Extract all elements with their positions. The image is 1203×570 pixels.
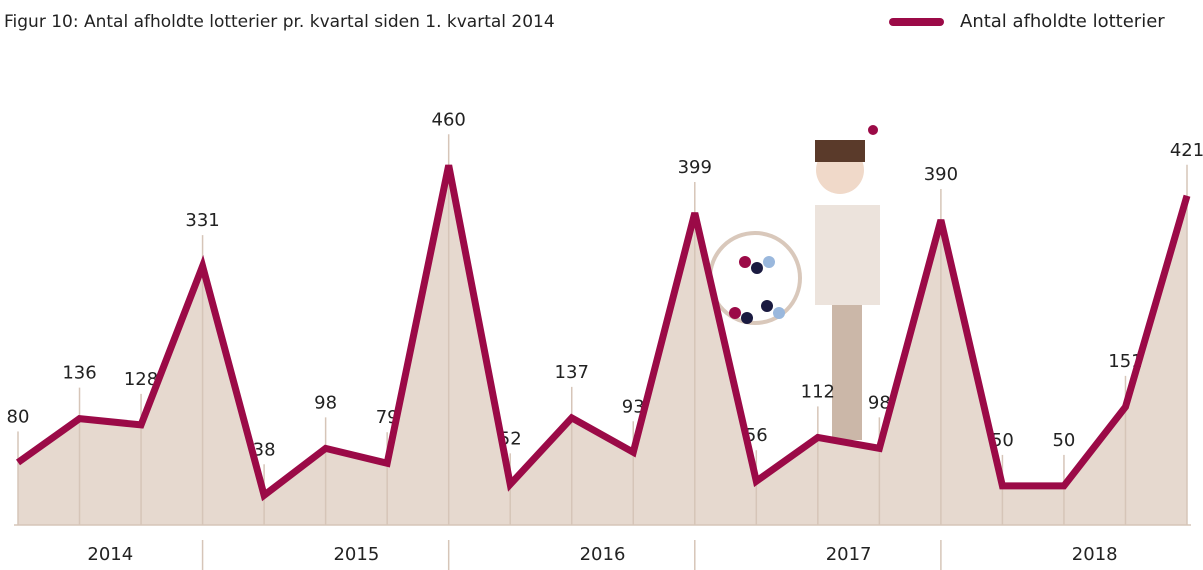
data-label: 80 (7, 406, 30, 427)
data-label: 98 (314, 392, 337, 413)
chart-title: Figur 10: Antal afholdte lotterier pr. k… (4, 12, 555, 32)
data-label: 128 (124, 369, 158, 390)
data-label: 136 (62, 363, 96, 384)
data-label: 399 (678, 157, 712, 178)
data-label: 93 (622, 396, 645, 417)
x-group-label: 2016 (580, 544, 626, 565)
data-label: 421 (1170, 140, 1203, 161)
area (18, 165, 1187, 525)
legend-label: Antal afholdte lotterier (960, 11, 1165, 32)
data-label: 112 (801, 381, 835, 402)
line (15, 164, 1191, 502)
x-group-label: 2014 (87, 544, 133, 565)
data-label: 390 (924, 164, 958, 185)
data-label: 460 (432, 109, 466, 130)
data-label: 98 (868, 392, 891, 413)
data-label: 50 (1052, 430, 1075, 451)
data-label: 38 (253, 439, 276, 460)
x-group-label: 2015 (333, 544, 379, 565)
x-group-label: 2018 (1072, 544, 1118, 565)
x-group-label: 2017 (826, 544, 872, 565)
data-label: 137 (555, 362, 589, 383)
data-label: 331 (185, 210, 219, 231)
